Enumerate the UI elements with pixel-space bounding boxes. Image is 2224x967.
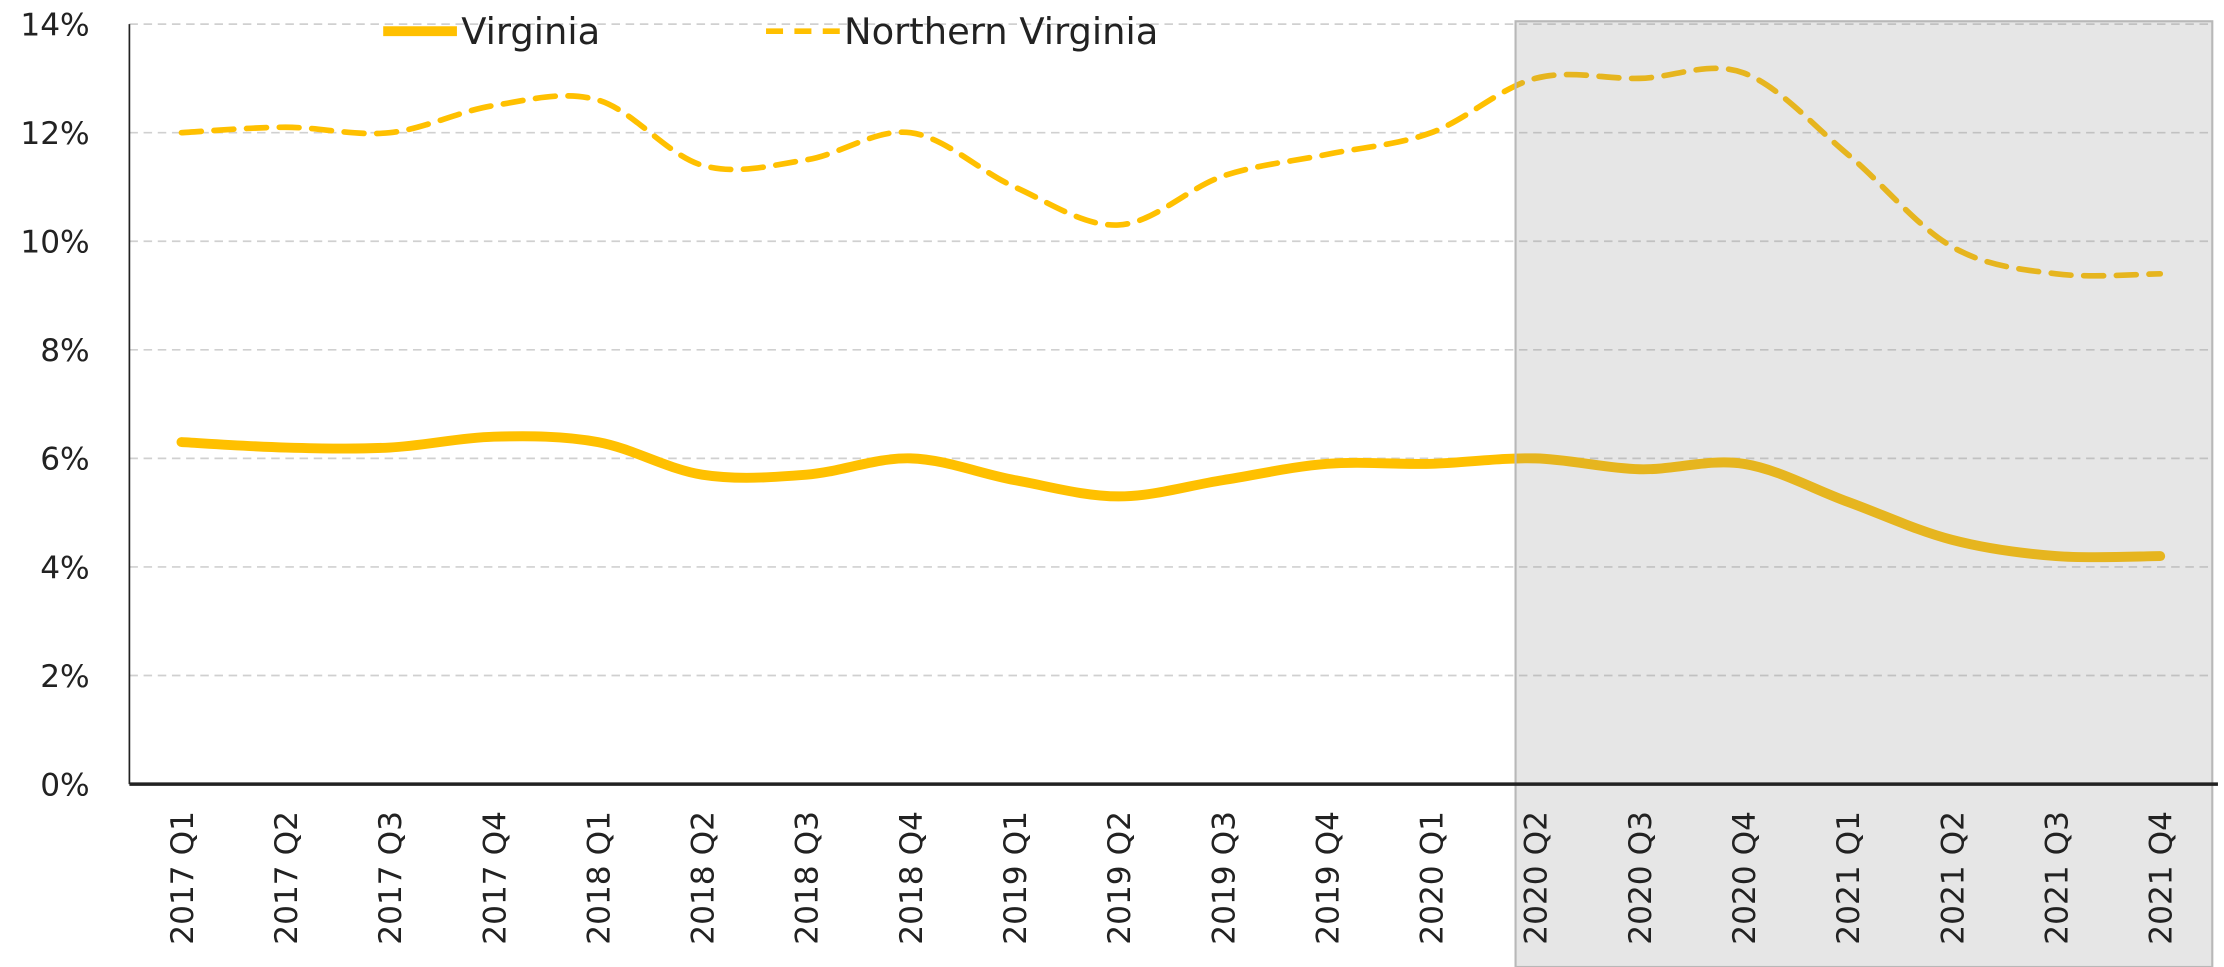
y-tick-label: 4% (40, 550, 89, 586)
x-tick-label: 2017 Q1 (165, 811, 201, 945)
x-tick-label: 2018 Q2 (686, 811, 722, 945)
series-line (178, 65, 2164, 279)
x-tick-label: 2020 Q1 (1415, 811, 1451, 945)
x-tick-label: 2018 Q4 (894, 811, 930, 945)
y-tick-label: 10% (20, 225, 89, 261)
x-tick-label: 2017 Q3 (373, 811, 409, 945)
legend-label: Virginia (461, 10, 600, 53)
x-tick-label: 2019 Q4 (1310, 811, 1346, 945)
x-tick-label: 2018 Q3 (790, 811, 826, 945)
y-tick-label: 14% (20, 7, 89, 43)
series-line (176, 431, 2166, 563)
x-tick-label: 2021 Q2 (1935, 811, 1971, 945)
x-tick-label: 2021 Q3 (2039, 811, 2075, 945)
y-tick-label: 12% (20, 116, 89, 152)
x-tick-label: 2019 Q2 (1102, 811, 1138, 945)
legend-label: Northern Virginia (844, 10, 1158, 53)
y-tick-label: 6% (40, 442, 89, 478)
x-tick-label: 2017 Q2 (269, 811, 305, 945)
x-tick-label: 2021 Q1 (1831, 811, 1867, 945)
y-tick-label: 8% (40, 333, 89, 369)
x-tick-label: 2019 Q1 (998, 811, 1034, 945)
x-tick-label: 2021 Q4 (2144, 811, 2180, 945)
y-tick-label: 0% (40, 767, 89, 803)
shaded-region (1514, 20, 2214, 967)
x-tick-label: 2019 Q3 (1206, 811, 1242, 945)
x-tick-label: 2020 Q3 (1623, 811, 1659, 945)
x-tick-label: 2020 Q2 (1519, 811, 1555, 945)
x-tick-label: 2020 Q4 (1727, 811, 1763, 945)
x-tick-label: 2017 Q4 (477, 811, 513, 945)
x-tick-label: 2018 Q1 (581, 811, 617, 945)
y-tick-label: 2% (40, 659, 89, 695)
